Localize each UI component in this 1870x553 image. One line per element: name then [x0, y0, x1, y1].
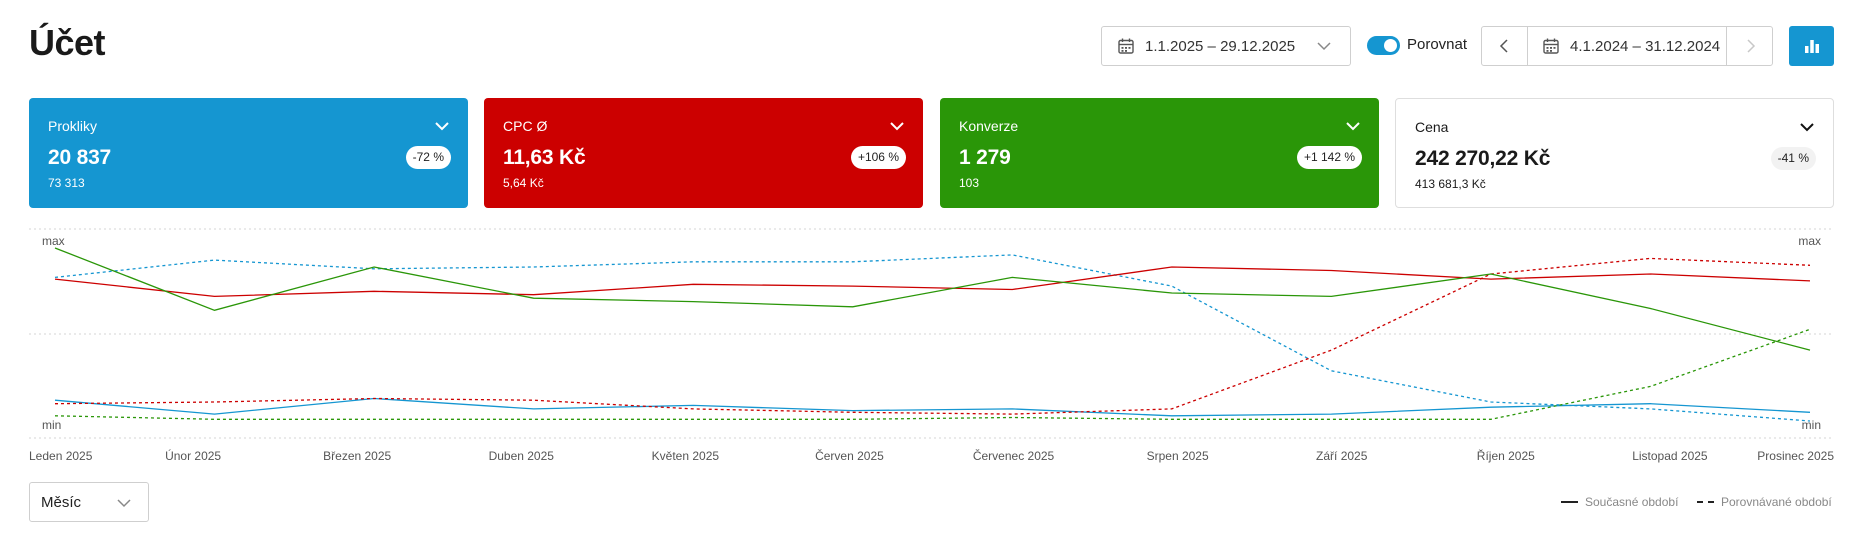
change-badge: +1 142 %: [1296, 146, 1362, 169]
chevron-down-icon: [1317, 42, 1331, 51]
compare-date-range-picker[interactable]: 4.1.2024 – 31.12.2024: [1528, 27, 1726, 65]
current-date-range-text: 1.1.2025 – 29.12.2025: [1145, 37, 1296, 55]
calendar-icon: [1543, 38, 1559, 54]
series-line-konverze-current: [54, 247, 1811, 351]
metric-card-cena[interactable]: Cena 242 270,22 Kč 413 681,3 Kč -41 %: [1395, 98, 1834, 208]
granularity-value: Měsíc: [41, 493, 82, 511]
y-axis-min-label-right: min: [1802, 418, 1821, 432]
chevron-left-icon: [1499, 39, 1508, 53]
card-value: 11,63 Kč: [503, 146, 586, 169]
card-value: 1 279: [959, 146, 1011, 169]
x-tick-label: Leden 2025: [29, 449, 93, 463]
chevron-right-icon: [1746, 39, 1755, 53]
bar-chart-icon: [1804, 40, 1819, 53]
x-tick-label: Květen 2025: [652, 449, 720, 463]
metric-card-cpc[interactable]: CPC Ø 11,63 Kč 5,64 Kč +106 %: [484, 98, 923, 208]
solid-line-swatch: [1561, 501, 1578, 503]
page-title: Účet: [29, 22, 106, 63]
calendar-icon: [1118, 38, 1134, 54]
compare-range-group: 4.1.2024 – 31.12.2024: [1481, 26, 1773, 66]
series-line-cpc-compared: [54, 257, 1811, 415]
series-line-prokliky-compared: [54, 254, 1811, 422]
x-tick-label: Únor 2025: [165, 448, 221, 463]
compare-date-range-text: 4.1.2024 – 31.12.2024: [1570, 37, 1721, 55]
x-tick-label: Září 2025: [1316, 449, 1368, 463]
x-tick-label: Červen 2025: [815, 448, 884, 463]
card-previous-value: 5,64 Kč: [503, 176, 544, 190]
chevron-down-icon[interactable]: [1345, 118, 1361, 134]
x-tick-label: Říjen 2025: [1477, 448, 1535, 463]
change-badge: +106 %: [850, 146, 906, 169]
chart-view-button[interactable]: [1789, 26, 1834, 66]
x-tick-label: Prosinec 2025: [1757, 449, 1834, 463]
x-tick-label: Červenec 2025: [973, 448, 1055, 463]
card-previous-value: 73 313: [48, 176, 85, 190]
series-line-prokliky-current: [54, 397, 1811, 417]
legend-compared-label: Porovnávané období: [1721, 495, 1832, 509]
card-previous-value: 103: [959, 176, 980, 190]
previous-period-button[interactable]: [1482, 27, 1528, 65]
x-tick-label: Duben 2025: [489, 449, 555, 463]
current-date-range-picker[interactable]: 1.1.2025 – 29.12.2025: [1101, 26, 1351, 66]
y-axis-max-label-right: max: [1798, 234, 1821, 248]
granularity-select[interactable]: Měsíc: [29, 482, 149, 522]
legend-compared: Porovnávané období: [1697, 495, 1832, 509]
chevron-down-icon: [117, 499, 131, 508]
chevron-down-icon[interactable]: [434, 118, 450, 134]
change-badge: -72 %: [405, 146, 451, 169]
card-label: Cena: [1415, 119, 1449, 135]
card-label: CPC Ø: [503, 118, 548, 134]
x-tick-label: Listopad 2025: [1632, 449, 1708, 463]
chevron-down-icon[interactable]: [889, 118, 905, 134]
x-tick-label: Březen 2025: [323, 449, 391, 463]
series-line-konverze-compared: [54, 328, 1811, 420]
next-period-button[interactable]: [1726, 27, 1772, 65]
card-label: Prokliky: [48, 118, 98, 134]
metric-card-prokliky[interactable]: Prokliky 20 837 73 313 -72 %: [29, 98, 468, 208]
dashed-line-swatch: [1697, 501, 1714, 503]
series-line-cpc-current: [54, 266, 1811, 298]
y-axis-max-label-left: max: [42, 234, 65, 248]
compare-toggle[interactable]: [1367, 36, 1400, 55]
legend-current-label: Současné období: [1585, 495, 1679, 509]
y-axis-min-label-left: min: [42, 418, 61, 432]
card-label: Konverze: [959, 118, 1019, 134]
change-badge: -41 %: [1770, 147, 1816, 170]
metric-card-konverze[interactable]: Konverze 1 279 103 +1 142 %: [940, 98, 1379, 208]
card-previous-value: 413 681,3 Kč: [1415, 177, 1486, 191]
x-tick-label: Srpen 2025: [1147, 449, 1209, 463]
compare-toggle-label: Porovnat: [1407, 36, 1468, 53]
card-value: 242 270,22 Kč: [1415, 147, 1551, 170]
card-value: 20 837: [48, 146, 112, 169]
legend-current: Současné období: [1561, 495, 1678, 509]
chevron-down-icon[interactable]: [1799, 119, 1815, 135]
line-chart: max max min min Leden 2025 Únor 2025 Březen 20…: [29, 228, 1834, 463]
